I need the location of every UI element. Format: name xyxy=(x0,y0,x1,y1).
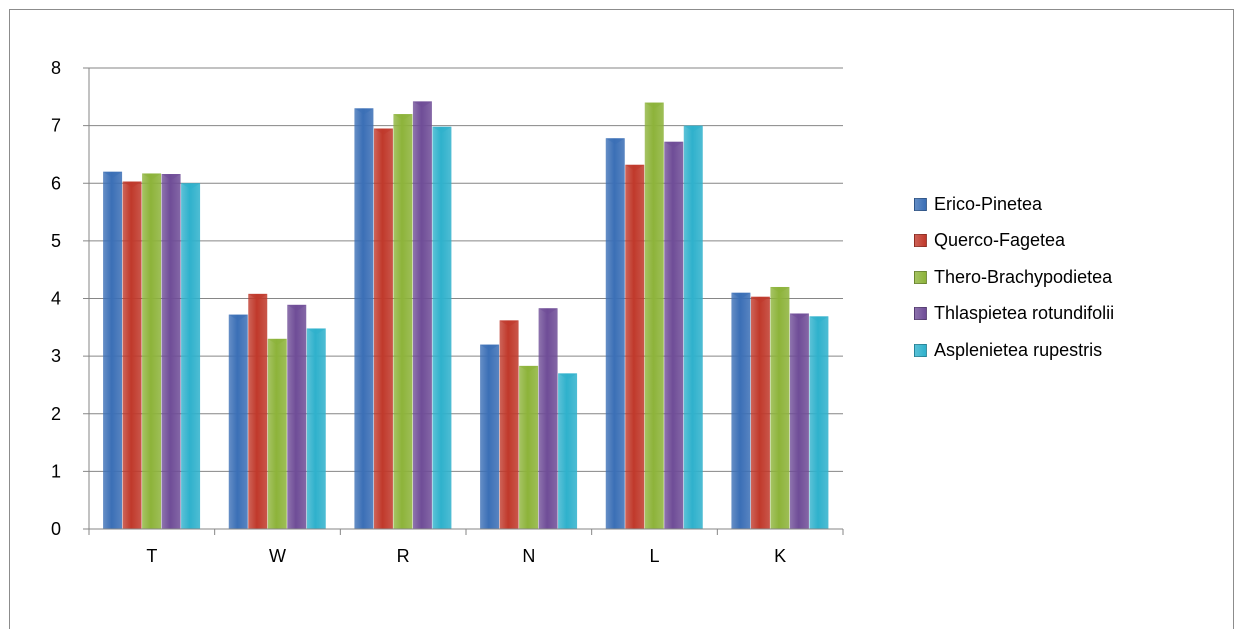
bar-cap xyxy=(605,138,625,145)
bar xyxy=(287,304,307,529)
legend-label: Asplenietea rupestris xyxy=(934,339,1103,360)
bar-cap xyxy=(809,316,829,323)
bar-cap xyxy=(538,308,558,315)
x-tick-label: R xyxy=(397,546,410,566)
y-tick-label: 0 xyxy=(51,519,61,539)
bar xyxy=(789,313,809,529)
bar xyxy=(161,174,181,529)
bar xyxy=(770,286,790,529)
bar-cap xyxy=(519,365,539,372)
bar xyxy=(480,344,500,529)
bar-cap xyxy=(664,141,684,148)
bar-cap xyxy=(287,304,307,311)
legend-label: Querco-Fagetea xyxy=(934,230,1066,251)
legend-item: Asplenietea rupestris xyxy=(914,332,1114,369)
bar-cap xyxy=(248,293,268,300)
legend-item: Querco-Fagetea xyxy=(914,223,1114,260)
axes xyxy=(88,68,844,535)
bar xyxy=(519,365,539,529)
tick-labels: 0 1 2 3 4 5 6 7 8 T W R N L K xyxy=(51,58,786,566)
bar-cap xyxy=(122,181,142,188)
legend: Erico-Pinetea Querco-Fagetea Thero-Brachyp… xyxy=(914,186,1114,369)
bar xyxy=(142,173,162,530)
bar-cap xyxy=(432,126,452,133)
legend-swatch xyxy=(914,197,927,211)
bar-cap xyxy=(142,173,162,180)
bar xyxy=(683,125,703,529)
bar-cap xyxy=(625,164,645,171)
y-tick-label: 8 xyxy=(51,58,61,78)
x-tick-label: N xyxy=(522,546,535,566)
legend-item: Thero-Brachypodietea xyxy=(914,259,1114,296)
bar-cap xyxy=(750,296,770,303)
x-tick-label: T xyxy=(146,546,157,566)
y-tick-label: 7 xyxy=(51,116,61,136)
bar-cap xyxy=(267,338,287,345)
bar xyxy=(750,296,770,529)
legend-label: Erico-Pinetea xyxy=(934,193,1043,214)
x-tick-label: W xyxy=(269,546,286,566)
bar xyxy=(267,338,287,529)
bar xyxy=(373,128,393,529)
legend-item: Thlaspietea rotundifolii xyxy=(914,296,1114,333)
legend-label: Thero-Brachypodietea xyxy=(934,266,1113,287)
bar-cap xyxy=(181,183,201,190)
bar-cap xyxy=(373,128,393,135)
y-tick-label: 4 xyxy=(51,289,61,309)
bar xyxy=(228,314,248,529)
bar xyxy=(731,292,751,529)
legend-label: Thlaspietea rotundifolii xyxy=(934,303,1115,324)
y-tick-label: 2 xyxy=(51,404,61,424)
legend-item: Erico-Pinetea xyxy=(914,186,1114,223)
bar-cap xyxy=(306,328,326,335)
y-tick-label: 5 xyxy=(51,231,61,251)
chart-frame xyxy=(9,9,1234,629)
legend-swatch xyxy=(914,270,927,284)
bar-cap xyxy=(558,373,578,380)
bar xyxy=(432,126,452,529)
x-tick-label: L xyxy=(649,546,659,566)
legend-swatch xyxy=(914,234,927,248)
bar xyxy=(644,102,664,529)
bar xyxy=(625,164,645,529)
bar xyxy=(122,181,142,530)
bar-cap xyxy=(683,125,703,132)
y-tick-label: 3 xyxy=(51,346,61,366)
gridlines xyxy=(83,67,843,530)
bar-cap xyxy=(161,174,181,181)
bar-cap xyxy=(644,102,664,109)
bar xyxy=(103,171,123,529)
bar xyxy=(605,138,625,530)
bar xyxy=(558,373,578,529)
bar-cap xyxy=(412,101,432,108)
x-tick-label: K xyxy=(774,546,786,566)
bar xyxy=(499,320,519,529)
bar xyxy=(664,141,684,529)
bar xyxy=(354,108,374,530)
bar-cap xyxy=(103,171,123,178)
bar xyxy=(181,183,201,529)
legend-swatch xyxy=(914,343,927,357)
bar xyxy=(393,114,413,529)
bar xyxy=(306,328,326,529)
bar xyxy=(248,293,268,529)
bar-cap xyxy=(228,314,248,321)
bar-cap xyxy=(731,292,751,299)
y-tick-label: 1 xyxy=(51,461,61,481)
y-tick-label: 6 xyxy=(51,173,61,193)
bar-cap xyxy=(770,286,790,293)
bar-cap xyxy=(480,344,500,351)
bar-cap xyxy=(393,114,413,121)
legend-swatch xyxy=(914,307,927,321)
bars xyxy=(103,101,829,530)
bar-cap xyxy=(354,108,374,115)
bar-cap xyxy=(789,313,809,320)
bar xyxy=(538,308,558,529)
bar xyxy=(809,316,829,529)
bar-cap xyxy=(499,320,519,327)
bar xyxy=(412,101,432,530)
